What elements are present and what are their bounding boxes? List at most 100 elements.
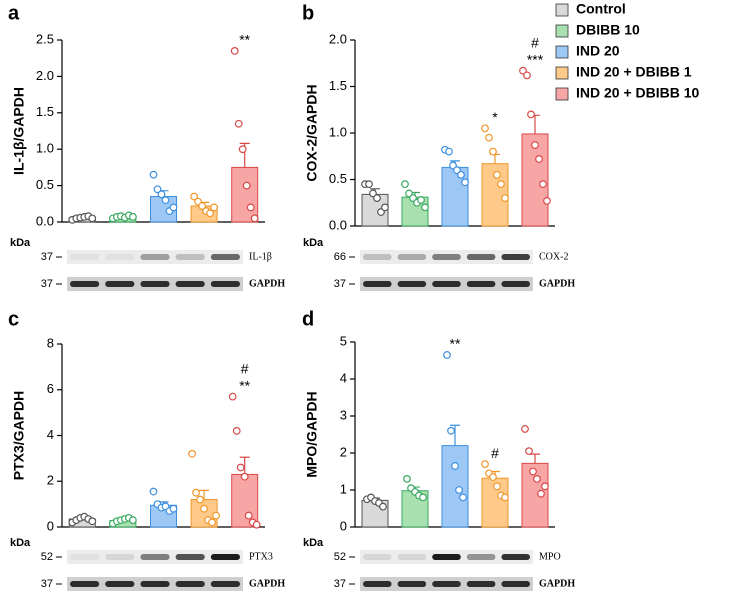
data-point bbox=[212, 511, 221, 520]
error-bar bbox=[199, 489, 210, 500]
blot-band bbox=[432, 281, 461, 287]
data-point bbox=[161, 196, 170, 205]
blot-marker: 52 bbox=[41, 551, 53, 563]
blot-band bbox=[432, 581, 461, 587]
data-point bbox=[501, 194, 509, 203]
data-point bbox=[485, 133, 493, 142]
data-point bbox=[242, 181, 251, 190]
blot-band bbox=[105, 254, 135, 260]
y-tick-label: 0.0 bbox=[329, 217, 347, 232]
data-point bbox=[232, 427, 241, 435]
data-point bbox=[421, 203, 429, 212]
blot-band bbox=[501, 254, 530, 260]
data-point bbox=[531, 141, 539, 149]
blot-band bbox=[70, 281, 100, 287]
blot-band bbox=[140, 281, 170, 287]
blot-band bbox=[175, 581, 205, 587]
blot-band bbox=[140, 581, 170, 587]
data-point bbox=[88, 517, 97, 526]
y-axis-label: IL-1β/GAPDH bbox=[11, 87, 27, 175]
data-point bbox=[157, 190, 166, 199]
data-point bbox=[365, 180, 373, 189]
blot-band bbox=[210, 281, 240, 287]
blot-band bbox=[432, 254, 461, 260]
blot-band bbox=[466, 281, 496, 287]
significance-mark: ** bbox=[450, 336, 461, 352]
y-tick-label: 1.5 bbox=[329, 78, 347, 93]
blot-protein: GAPDH bbox=[539, 578, 575, 589]
blot-marker: 37 bbox=[41, 578, 53, 590]
data-point bbox=[443, 351, 451, 359]
data-point bbox=[493, 170, 501, 179]
blot-band bbox=[210, 254, 240, 260]
y-axis-label: MPO/GAPDH bbox=[304, 391, 320, 477]
blot-marker: 37 bbox=[334, 578, 346, 590]
blot-band bbox=[363, 281, 392, 287]
legend-label: DBIBB 10 bbox=[576, 22, 640, 38]
blot-unit: kDa bbox=[10, 537, 31, 549]
bar bbox=[521, 133, 549, 227]
blot-marker: 66 bbox=[334, 251, 346, 263]
legend-label: IND 20 + DBIBB 1 bbox=[576, 64, 692, 80]
data-point bbox=[481, 124, 489, 133]
legend-swatch bbox=[555, 3, 569, 17]
y-tick-label: 2 bbox=[47, 473, 54, 488]
y-tick-label: 4 bbox=[47, 427, 54, 442]
blot-protein: COX-2 bbox=[539, 251, 568, 262]
data-point bbox=[128, 516, 137, 525]
blot-band bbox=[397, 254, 427, 260]
y-tick-label: 6 bbox=[47, 381, 54, 396]
significance-mark: # bbox=[491, 445, 499, 461]
data-point bbox=[535, 155, 543, 163]
data-point bbox=[401, 180, 409, 189]
blot-band bbox=[175, 281, 205, 287]
blot-band bbox=[363, 581, 392, 587]
data-point bbox=[228, 392, 237, 401]
data-point bbox=[541, 482, 549, 491]
data-point bbox=[169, 203, 178, 212]
y-tick-label: 2.0 bbox=[36, 68, 54, 83]
data-point bbox=[236, 463, 245, 472]
blot-band bbox=[363, 254, 392, 260]
error-bar bbox=[239, 456, 250, 475]
blot-band bbox=[70, 254, 100, 260]
significance-mark: ** bbox=[239, 377, 250, 393]
data-point bbox=[188, 449, 197, 458]
data-point bbox=[455, 486, 463, 494]
data-point bbox=[419, 493, 427, 502]
y-tick-label: 0.5 bbox=[329, 171, 347, 186]
y-tick-label: 2.5 bbox=[36, 31, 54, 46]
blot-protein: IL-1β bbox=[249, 251, 272, 262]
blot-unit: kDa bbox=[303, 237, 324, 249]
blot-band bbox=[210, 554, 240, 560]
blot-band bbox=[432, 554, 461, 560]
blot-protein: GAPDH bbox=[249, 278, 285, 289]
data-point bbox=[381, 203, 389, 212]
data-point bbox=[403, 475, 411, 483]
data-point bbox=[447, 426, 455, 435]
blot-band bbox=[363, 554, 392, 560]
data-point bbox=[521, 425, 529, 433]
error-bar bbox=[490, 153, 500, 164]
significance-mark: # bbox=[241, 360, 249, 376]
data-point bbox=[493, 482, 501, 491]
error-bar bbox=[450, 424, 460, 446]
significance-mark: * bbox=[492, 109, 498, 125]
data-point bbox=[238, 145, 247, 154]
blot-marker: 37 bbox=[41, 278, 53, 290]
data-point bbox=[373, 194, 381, 203]
blot-band bbox=[466, 254, 496, 260]
data-point bbox=[379, 502, 387, 511]
data-point bbox=[445, 147, 453, 156]
panel-label: c bbox=[8, 308, 19, 330]
data-point bbox=[200, 504, 209, 513]
data-point bbox=[234, 119, 243, 128]
data-point bbox=[149, 170, 158, 179]
blot-band bbox=[397, 554, 427, 560]
blot-unit: kDa bbox=[303, 537, 324, 549]
data-point bbox=[250, 214, 259, 223]
legend-swatch bbox=[555, 45, 569, 59]
data-point bbox=[230, 47, 239, 55]
blot-band bbox=[105, 554, 135, 560]
bar bbox=[231, 473, 259, 528]
